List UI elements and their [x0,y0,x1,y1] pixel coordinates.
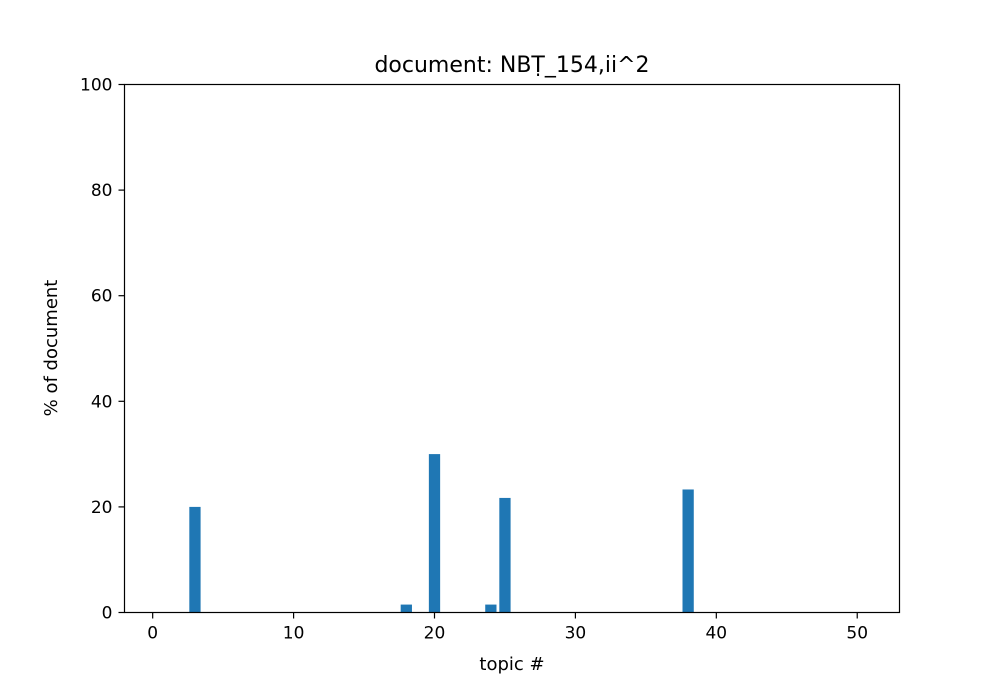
x-axis-ticks: 0 10 20 30 40 50 [147,612,868,644]
y-tick-label: 80 [91,181,113,201]
y-axis-label: % of document [41,280,62,417]
x-tick-label: 30 [565,624,587,644]
bar-topic-38 [682,489,694,613]
x-axis-label: topic # [479,654,544,675]
plot-frame [123,83,901,614]
bars-group [189,454,694,613]
y-tick-label: 0 [102,604,113,624]
y-tick-label: 40 [91,392,113,412]
x-tick-label: 10 [283,624,305,644]
bar-topic-20 [428,454,441,613]
x-tick-label: 50 [846,624,868,644]
x-tick-label: 40 [705,624,727,644]
y-tick-label: 100 [80,76,112,96]
bar-topic-25 [499,497,511,613]
y-axis-ticks: 0 20 40 60 80 100 [80,76,125,624]
bar-topic-18 [400,604,412,613]
y-tick-label: 20 [91,498,113,518]
y-tick-label: 60 [91,287,113,307]
bar-topic-3 [189,506,201,613]
bar-topic-24 [485,604,497,613]
chart-title: document: NBṬ_154,ii^2 [374,53,649,78]
x-tick-label: 20 [424,624,446,644]
x-tick-label: 0 [147,624,158,644]
